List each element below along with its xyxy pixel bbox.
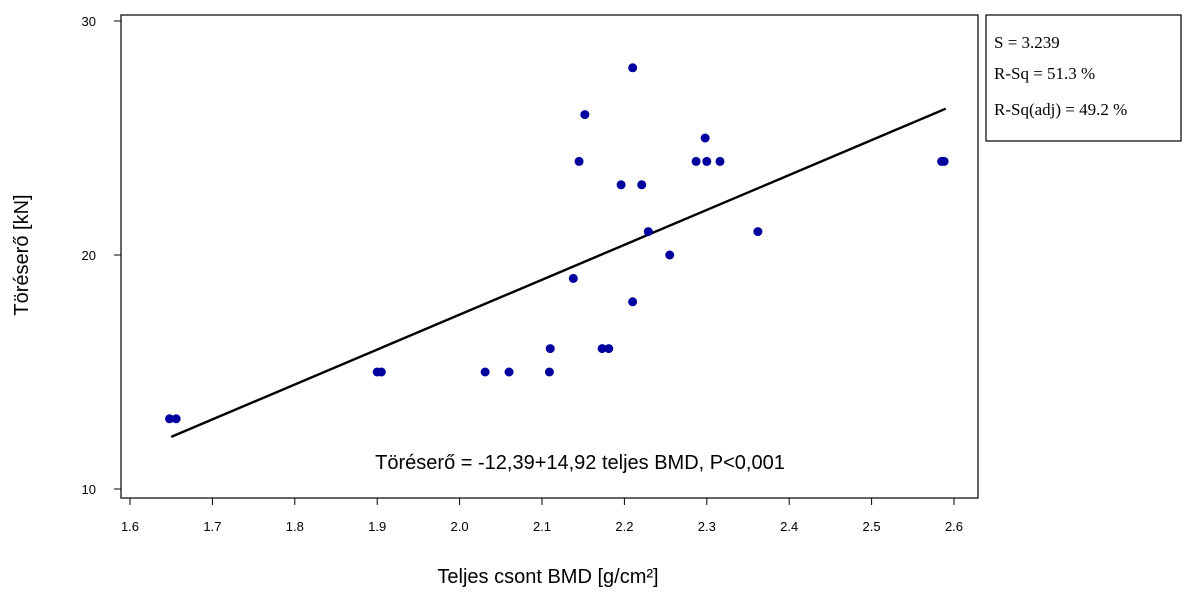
stats-s: S = 3.239 [994,33,1060,52]
x-tick-label: 2.0 [451,519,469,534]
x-tick-label: 1.6 [121,519,139,534]
x-tick-label: 2.4 [780,519,798,534]
data-point [700,133,710,143]
stats-r-sq-adj: R-Sq(adj) = 49.2 % [994,100,1127,119]
data-point [597,344,607,354]
data-point [665,250,675,260]
data-point [691,156,701,166]
x-tick-label: 2.3 [698,519,716,534]
data-point [604,344,614,354]
x-tick-label: 2.1 [533,519,551,534]
stats-box: S = 3.239 R-Sq = 51.3 % R-Sq(adj) = 49.2… [985,14,1182,142]
data-point [643,227,653,237]
y-axis-label: Töréserő [kN] [11,194,33,315]
data-point [637,180,647,190]
x-tick-label: 2.6 [945,519,963,534]
data-point [544,367,554,377]
data-point [480,367,490,377]
stats-r-sq: R-Sq = 51.3 % [994,64,1095,83]
data-point [702,156,712,166]
y-tick-label: 30 [82,14,96,29]
data-point [171,414,181,424]
data-point [753,227,763,237]
data-point [504,367,514,377]
x-axis: 1.6 1.7 1.8 1.9 2.0 2.1 2.2 2.3 2.4 2.5 2.6 [121,497,963,534]
y-tick-label: 10 [82,482,96,497]
data-point [568,273,578,283]
data-point [574,156,584,166]
y-tick-label: 20 [82,248,96,263]
stats-box-frame [985,14,1182,142]
x-axis-label: Teljes csont BMD [g/cm²] [437,566,658,588]
regression-line [170,107,947,438]
x-tick-label: 2.2 [615,519,633,534]
data-point [616,180,626,190]
x-tick-label: 1.7 [203,519,221,534]
data-point [545,344,555,354]
data-point [628,297,638,307]
data-point [939,156,949,166]
x-tick-label: 1.8 [286,519,304,534]
data-point [580,110,590,120]
data-point [165,414,175,424]
data-points [165,63,949,424]
plot-frame [120,14,979,499]
y-axis: 10 20 30 [82,14,122,497]
data-point [715,156,725,166]
x-tick-label: 2.5 [863,519,881,534]
fit-line [170,107,947,438]
x-tick-label: 1.9 [368,519,386,534]
data-point [376,367,386,377]
fit-equation-annotation: Töréserő = -12,39+14,92 teljes BMD, P<0,… [375,452,785,474]
data-point [628,63,638,73]
